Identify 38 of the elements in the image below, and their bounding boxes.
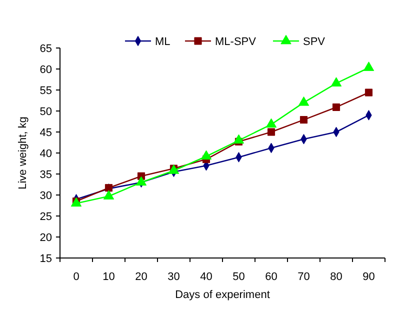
y-tick-label: 20 — [40, 232, 52, 244]
point — [364, 88, 373, 96]
point — [233, 134, 244, 144]
x-tick-label: 0 — [73, 271, 80, 283]
legend-label: SPV — [303, 36, 326, 48]
point — [200, 150, 212, 160]
x-tick-label: 50 — [232, 271, 245, 283]
x-tick-label: 60 — [265, 271, 278, 283]
x-tick-label: 70 — [298, 271, 310, 283]
x-tick-label: 40 — [200, 271, 212, 283]
y-tick-label: 45 — [40, 126, 52, 139]
point — [363, 62, 374, 71]
y-tick-label: 35 — [40, 168, 52, 181]
point — [266, 118, 277, 128]
y-axis-title: Live weight, kg — [17, 116, 29, 190]
point — [298, 96, 310, 106]
y-tick-label: 15 — [40, 252, 52, 265]
y-tick-label: 25 — [40, 210, 52, 223]
y-tick-label: 40 — [40, 148, 52, 160]
legend-label: ML-SPV — [215, 36, 257, 48]
y-tick-label: 55 — [40, 84, 52, 97]
y-tick-label: 30 — [40, 190, 52, 202]
x-tick-label: 10 — [102, 271, 115, 283]
y-tick-label: 60 — [40, 64, 52, 76]
y-tick-label: 65 — [40, 42, 52, 55]
point — [136, 176, 147, 186]
x-axis-title: Days of experiment — [175, 289, 270, 301]
point — [330, 77, 342, 86]
x-tick-label: 80 — [330, 271, 342, 283]
y-tick-label: 50 — [40, 106, 52, 118]
legend-label: ML — [155, 36, 170, 48]
x-tick-label: 30 — [168, 271, 180, 283]
x-tick-label: 90 — [362, 271, 375, 283]
point — [332, 103, 340, 112]
point — [103, 190, 114, 200]
x-tick-label: 20 — [135, 271, 148, 283]
point — [300, 116, 308, 124]
point — [267, 128, 276, 136]
